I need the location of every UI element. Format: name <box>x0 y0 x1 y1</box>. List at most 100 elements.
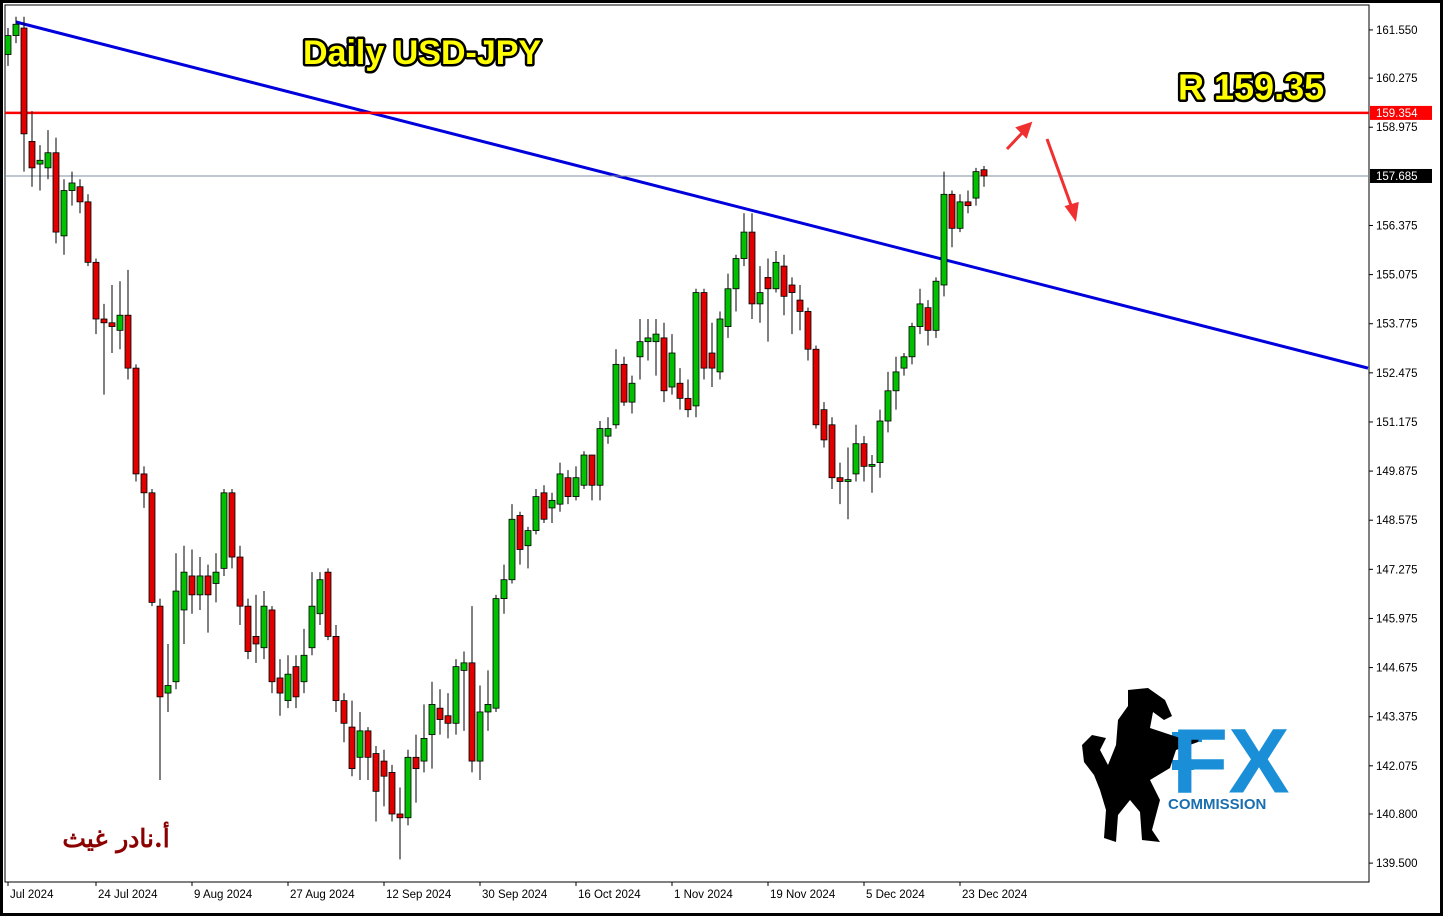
candle-body <box>964 201 972 207</box>
candle-body <box>956 201 964 229</box>
candle-body <box>652 333 660 343</box>
candle-body <box>564 477 572 497</box>
candle-body <box>900 356 908 369</box>
candle-body <box>516 515 524 550</box>
arrow-head <box>1015 121 1033 139</box>
candle-body <box>260 605 268 649</box>
candle-body <box>116 314 124 331</box>
candle-body <box>772 261 780 290</box>
candle-body <box>12 23 20 37</box>
y-tick-label: 160.275 <box>1376 73 1418 85</box>
candle-body <box>100 318 108 324</box>
logo-mark: FX <box>1172 710 1290 812</box>
candle-body <box>324 571 332 637</box>
candle-body <box>44 152 52 169</box>
candle-body <box>484 704 492 713</box>
candle-body <box>572 477 580 497</box>
candle-body <box>380 760 388 777</box>
candle-body <box>300 654 308 683</box>
candle-body <box>612 363 620 426</box>
candle-body <box>636 341 644 358</box>
x-tick-label: 24 Jul 2024 <box>98 889 158 901</box>
candle-body <box>660 337 668 392</box>
logo-bar <box>1172 760 1194 770</box>
candle-body <box>20 27 28 135</box>
y-tick-label: 152.475 <box>1376 368 1418 380</box>
candle-body <box>348 726 356 770</box>
candle-body <box>108 322 116 327</box>
candle-body <box>508 518 516 581</box>
candle-body <box>556 473 564 505</box>
candle-body <box>876 420 884 463</box>
x-tick-label: 27 Aug 2024 <box>290 889 355 901</box>
candle-body <box>228 492 236 558</box>
candle-body <box>316 579 324 615</box>
candle-body <box>940 193 948 286</box>
logo-text: COMMISSION <box>1168 796 1266 813</box>
author: أ.نادر غيث <box>62 820 169 854</box>
candle-body <box>476 711 484 762</box>
candle-body <box>788 284 796 293</box>
candle-body <box>276 677 284 694</box>
logo-horse <box>1082 688 1200 842</box>
candle-body <box>884 390 892 422</box>
logo: FX COMMISSION <box>1082 688 1290 842</box>
candle-body <box>748 231 756 305</box>
candle-body <box>364 730 372 758</box>
candle-body <box>356 730 364 758</box>
y-tick-label: 140.800 <box>1376 809 1418 821</box>
candle-body <box>28 141 36 169</box>
trendline <box>15 20 1369 370</box>
candle-body <box>436 707 444 720</box>
y-tick-label: 144.675 <box>1376 663 1418 675</box>
candle-body <box>724 288 732 327</box>
y-tick-label: 158.975 <box>1376 122 1418 134</box>
candle-body <box>524 530 532 547</box>
candle-body <box>156 605 164 698</box>
x-tick-label: Jul 2024 <box>10 889 54 901</box>
candle-body <box>404 756 412 819</box>
candle-body <box>804 311 812 350</box>
candle-body <box>844 479 852 482</box>
candle-body <box>628 382 636 403</box>
candle-body <box>972 171 980 199</box>
candle-body <box>52 152 60 233</box>
price-label: 159.354 <box>1376 108 1418 120</box>
candle-body <box>204 575 212 596</box>
candle-body <box>196 575 204 596</box>
candle-body <box>540 492 548 520</box>
candle-body <box>700 292 708 369</box>
candle-body <box>308 605 316 649</box>
arrows <box>1005 121 1079 222</box>
candle-body <box>580 454 588 486</box>
candle-body <box>820 409 828 441</box>
candle-body <box>388 772 396 815</box>
candle-body <box>212 571 220 584</box>
chart-title: Daily USD-JPY <box>303 34 541 72</box>
candle-body <box>180 571 188 611</box>
y-tick-label: 143.375 <box>1376 712 1418 724</box>
candle-body <box>412 756 420 770</box>
y-tick-label: 148.575 <box>1376 515 1418 527</box>
candle-body <box>36 159 44 165</box>
candle-body <box>716 318 724 373</box>
candle-body <box>868 464 876 467</box>
candle-body <box>828 424 836 479</box>
candle-body <box>284 673 292 702</box>
candle-body <box>684 397 692 411</box>
candle-body <box>444 715 452 724</box>
candle-body <box>148 492 156 603</box>
candle-body <box>548 499 556 509</box>
y-tick-label: 161.550 <box>1376 25 1418 37</box>
candle-body <box>588 454 596 486</box>
candle-body <box>932 280 940 331</box>
candle-body <box>836 477 844 482</box>
x-tick-label: 12 Sep 2024 <box>386 889 452 901</box>
candle-body <box>764 277 772 290</box>
candle-body <box>220 492 228 569</box>
candle-body <box>68 182 76 191</box>
marks: 161.550 160.275 158.975 156.375 155.075 153.7… <box>4 16 1432 901</box>
candle-body <box>268 609 276 683</box>
candle-body <box>188 575 196 596</box>
candle-body <box>428 704 436 736</box>
